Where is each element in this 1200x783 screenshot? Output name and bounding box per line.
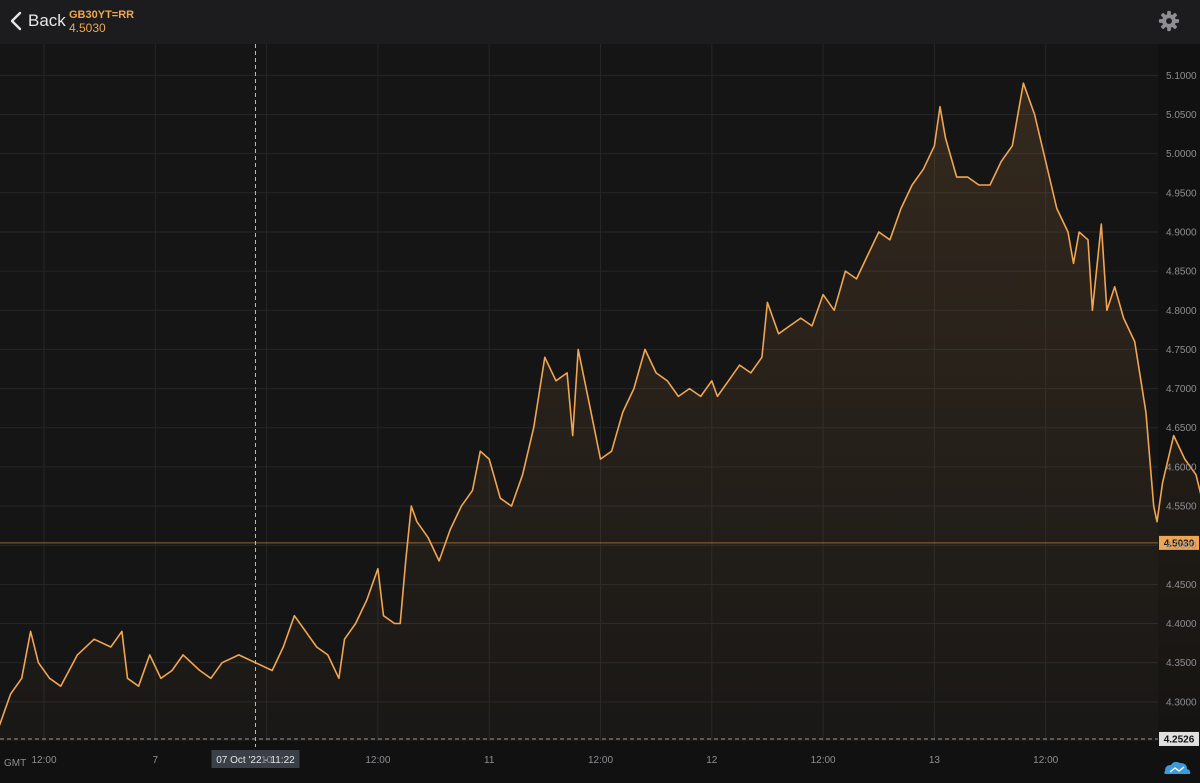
current-value-label: 4.5030: [1164, 538, 1195, 549]
y-tick-label: 4.5000: [1166, 541, 1197, 552]
x-tick-label: 7: [153, 755, 159, 766]
y-tick-label: 4.7500: [1166, 345, 1197, 356]
current-value-tag: [1159, 535, 1199, 550]
x-tick-label: 10: [261, 755, 273, 766]
back-label: Back: [28, 11, 66, 30]
price-area: [0, 83, 1200, 741]
y-tick-label: 4.3000: [1166, 697, 1197, 708]
y-tick-label: 4.8000: [1166, 306, 1197, 317]
y-tick-label: 5.1000: [1166, 71, 1197, 82]
crosshair-label: 07 Oct '22 - 11:22: [216, 755, 295, 766]
y-tick-label: 4.5500: [1166, 502, 1197, 513]
y-tick-label: 4.6000: [1166, 462, 1197, 473]
x-tick-label: 12:00: [1033, 755, 1058, 766]
min-value-tag: [1159, 731, 1199, 746]
y-tick-label: 4.8500: [1166, 267, 1197, 278]
x-tick-label: 12:00: [365, 755, 390, 766]
gear-icon[interactable]: [1158, 10, 1180, 32]
y-tick-label: 4.3500: [1166, 658, 1197, 669]
y-tick-label: 4.4000: [1166, 619, 1197, 630]
timezone-label: GMT: [4, 758, 26, 769]
instrument-symbol: GB30YT=RR: [69, 9, 135, 21]
y-tick-label: 4.9500: [1166, 188, 1197, 199]
x-tick-label: 13: [929, 755, 941, 766]
instrument-price: 4.5030: [69, 21, 106, 35]
y-tick-label: 5.0000: [1166, 149, 1197, 160]
cloud-logo-icon: [1164, 761, 1191, 774]
min-value-label: 4.2526: [1164, 734, 1195, 745]
y-tick-label: 4.4500: [1166, 580, 1197, 591]
y-tick-label: 4.9000: [1166, 227, 1197, 238]
x-tick-label: 12:00: [31, 755, 56, 766]
price-line: [0, 82, 1200, 726]
x-tick-label: 12: [706, 755, 718, 766]
back-button[interactable]: Back: [10, 9, 66, 33]
y-tick-label: 5.0500: [1166, 110, 1197, 121]
y-tick-label: 4.6500: [1166, 423, 1197, 434]
y-tick-label: 4.7000: [1166, 384, 1197, 395]
x-tick-label: 12:00: [811, 755, 836, 766]
x-tick-label: 12:00: [588, 755, 613, 766]
chevron-left-icon: [10, 11, 22, 31]
crosshair-tag: [211, 750, 300, 768]
top-bar: Back GB30YT=RR 4.5030: [0, 0, 1200, 44]
x-axis-background: [0, 741, 1158, 783]
price-chart[interactable]: 4.5030 4.2526 07 Oct '22 - 11:22 5.1000 5.0…: [0, 44, 1200, 783]
x-tick-label: 11: [484, 755, 495, 766]
